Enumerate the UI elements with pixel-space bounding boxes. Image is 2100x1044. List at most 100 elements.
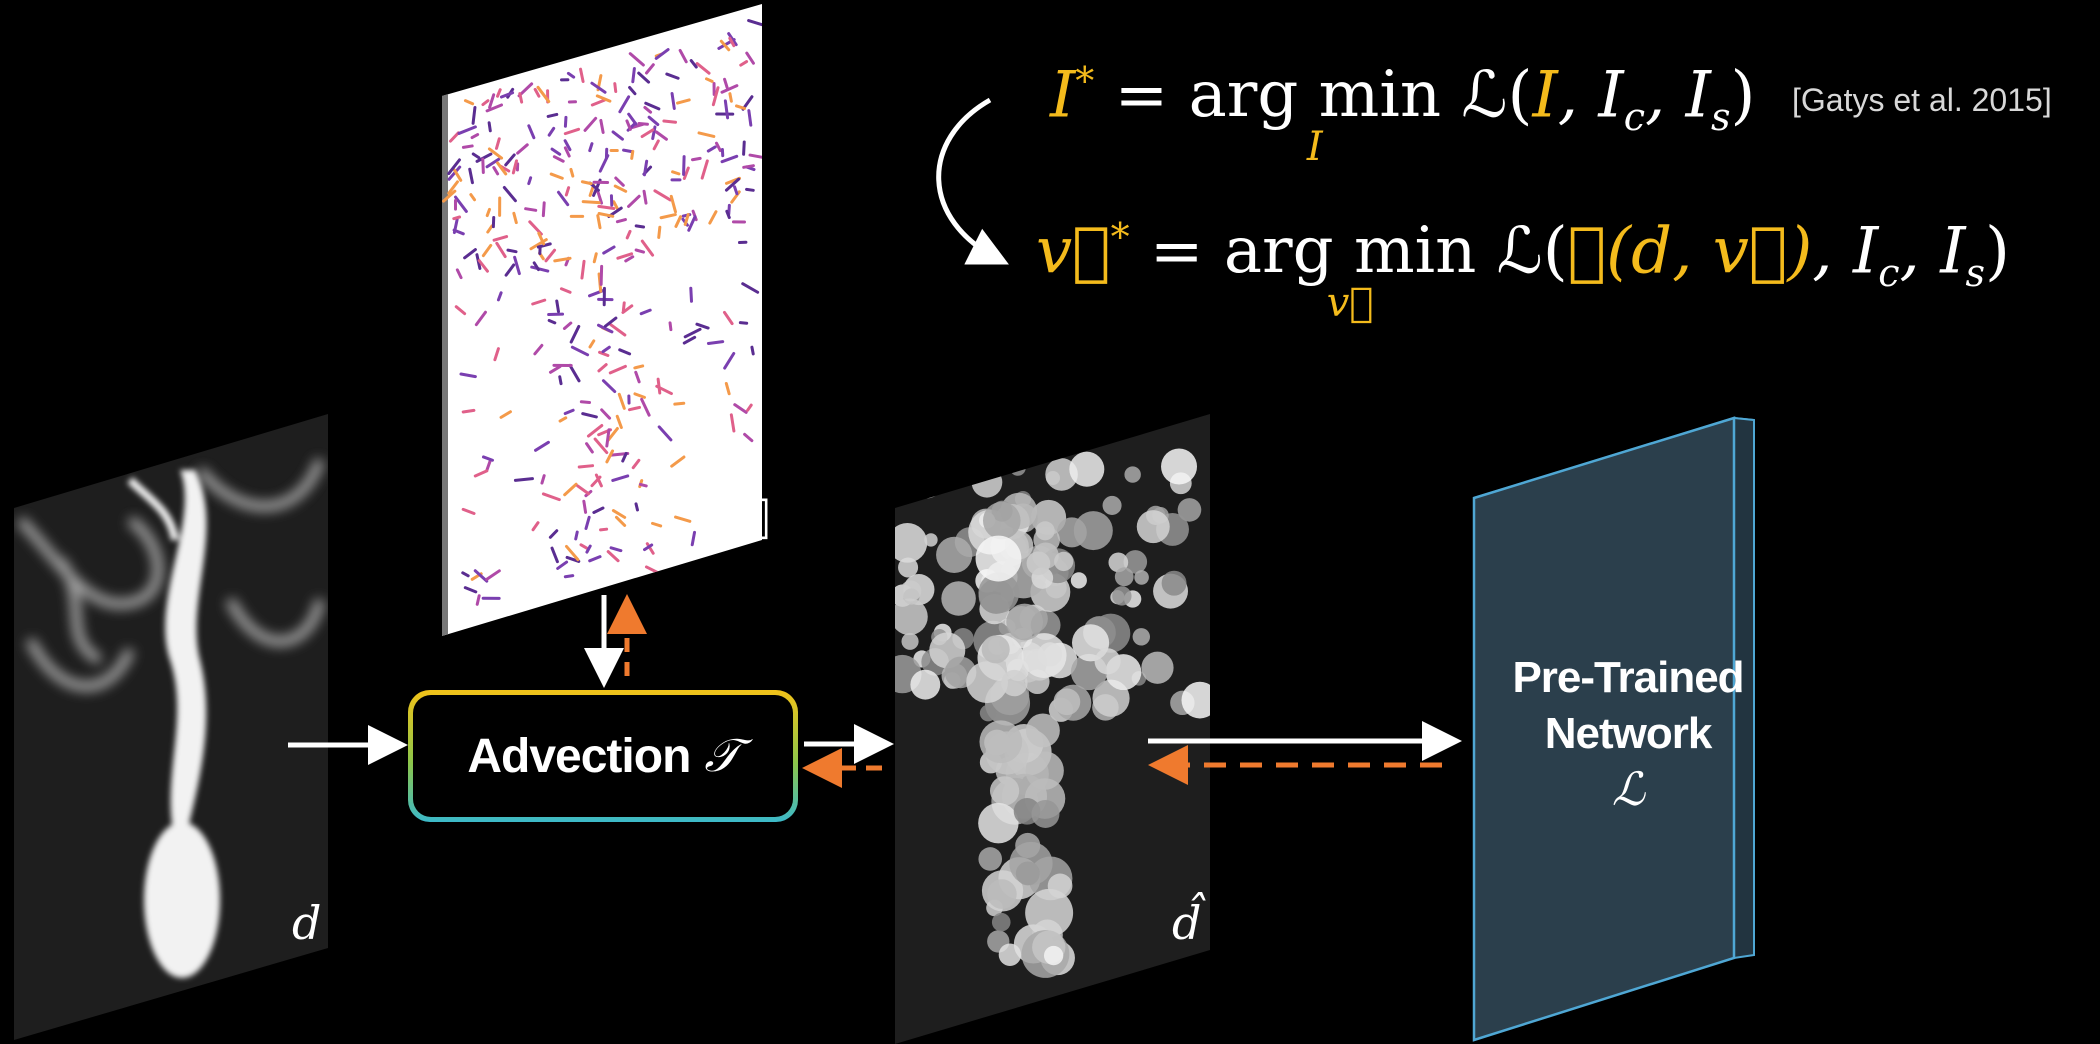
velocity-stroke [733,185,739,196]
stylized-blob [895,598,928,636]
velocity-stroke [588,339,596,349]
velocity-stroke [454,195,468,213]
velocity-stroke [495,241,507,259]
velocity-stroke [728,92,733,103]
stylized-blob [979,704,997,722]
velocity-stroke [518,92,524,104]
velocity-stroke [644,565,660,575]
velocity-stroke [634,502,639,512]
velocity-stroke [627,112,638,126]
velocity-stroke [559,287,572,294]
stylized-blob [981,635,1010,664]
velocity-stroke [487,147,504,160]
velocity-stroke [645,542,655,555]
network-symbol: ℒ [1611,762,1645,816]
velocity-stroke [728,36,736,48]
velocity-stroke [668,321,673,332]
equation-velocity-optimization: v⃗* = arg min v⃗ ℒ(𝒯(d, v⃗), Ic, Is) [1036,214,2010,327]
stylized-blob [895,522,928,563]
velocity-stroke [470,133,480,140]
velocity-stroke [627,194,641,208]
stylized-blob [1123,550,1148,574]
velocity-stroke [547,318,557,325]
velocity-stroke [550,147,562,156]
velocity-stroke [524,207,538,212]
velocity-stroke [527,176,533,186]
stylized-blob [1136,510,1170,544]
stylized-blob [979,720,1023,764]
velocity-stroke [671,170,681,176]
velocity-stroke [475,594,481,606]
velocity-stroke [745,187,755,192]
velocity-stroke [644,63,655,75]
velocity-stroke [748,153,762,160]
velocity-stroke [617,392,626,410]
stylized-blob [1070,572,1087,589]
velocity-stroke [657,425,673,442]
velocity-stroke [485,459,492,472]
velocity-stroke [568,363,581,383]
velocity-stroke [475,152,493,163]
stylized-blob [1161,570,1187,596]
velocity-stroke [670,455,686,468]
velocity-stroke [485,569,501,581]
velocity-stroke [643,105,653,114]
velocity-stroke [544,248,557,263]
velocity-stroke [676,98,691,105]
velocity-stroke [600,408,612,420]
velocity-stroke [569,324,581,344]
velocity-stroke [481,99,490,107]
velocity-stroke [499,91,515,99]
velocity-stroke [659,213,677,220]
velocity-stroke [485,207,491,218]
velocity-stroke [652,139,660,151]
velocity-stroke [513,477,534,482]
velocity-stroke [468,167,474,185]
velocity-stroke [644,101,661,111]
velocity-stroke [481,157,485,174]
velocity-stroke [546,112,559,118]
velocity-stroke [738,321,749,325]
velocity-stroke [541,201,546,218]
velocity-stroke [621,451,628,463]
velocity-stroke [720,154,739,164]
stylized-blob [1025,888,1074,937]
velocity-stroke [461,408,476,414]
velocity-stroke [488,93,496,109]
velocity-stroke [706,145,717,153]
velocity-stroke [637,71,651,84]
velocity-stroke [541,492,561,502]
velocity-stroke [565,544,580,562]
stylized-blob [1102,495,1122,515]
velocity-stroke [540,474,546,485]
velocity-stroke [577,464,595,469]
velocity-stroke [615,414,623,429]
velocity-stroke [723,351,736,370]
velocity-stroke [548,529,559,539]
velocity-stroke [724,177,741,192]
velocity-stroke [715,141,722,153]
velocity-stroke [563,139,572,152]
equation-image-style-transfer: I* = arg min I ℒ(I, Ic, Is) [1050,58,1756,171]
stylized-blob [975,535,1022,582]
velocity-stroke [598,350,610,357]
velocity-stroke [492,166,500,176]
velocity-stroke [586,424,604,438]
velocity-stroke [596,323,614,334]
velocity-stroke [566,71,576,79]
stylized-blob [1108,552,1129,573]
velocity-stroke [473,569,489,583]
velocity-stroke [601,379,617,394]
velocity-stroke [590,81,607,94]
stylized-blob [1025,713,1060,748]
velocity-stroke [499,410,512,419]
velocity-stroke [614,176,625,187]
velocity-stroke [550,546,559,564]
velocity-stroke [454,305,467,316]
velocity-stroke [697,131,716,138]
velocity-stroke [461,571,470,578]
velocity-stroke [493,347,500,362]
density-panel [14,414,328,1040]
velocity-stroke [486,224,494,234]
velocity-stroke [725,209,731,220]
